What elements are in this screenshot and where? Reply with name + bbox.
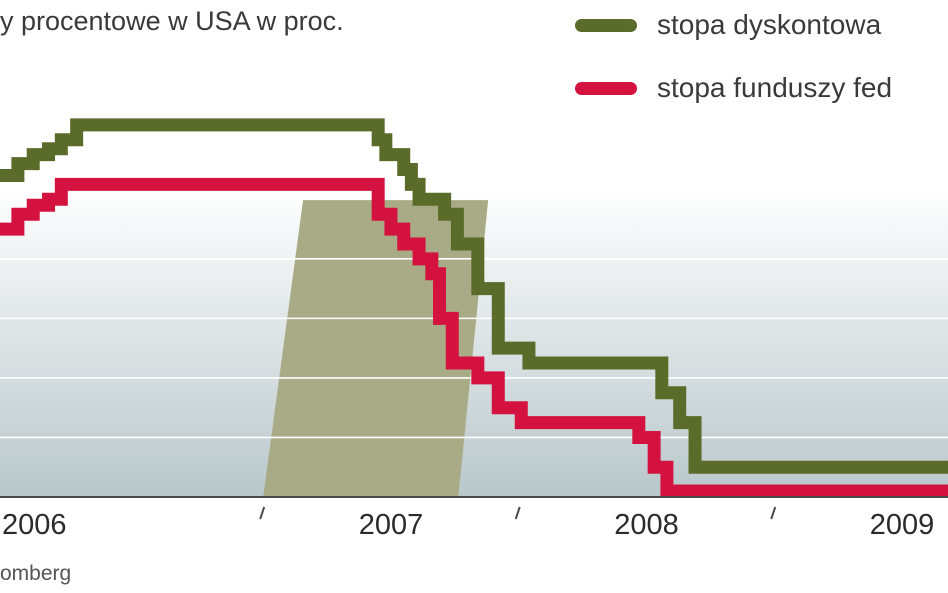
x-tick-label: 2007 (359, 509, 424, 541)
x-axis: 2006 2007 2008 2009 (0, 496, 948, 541)
series-line-fed (0, 177, 948, 498)
x-tick-label: 2006 (2, 509, 67, 541)
x-tick-label: 2009 (870, 509, 935, 541)
legend-swatch-fed (575, 81, 637, 95)
legend-item-fed: stopa funduszy fed (575, 68, 892, 108)
source-note: omberg (0, 562, 72, 585)
legend: stopa dyskontowa stopa funduszy fed (575, 0, 948, 110)
legend-item-discount: stopa dyskontowa (575, 5, 881, 45)
chart-title: y procentowe w USA w proc. (0, 6, 344, 36)
legend-label-discount: stopa dyskontowa (657, 9, 882, 40)
legend-swatch-discount (575, 18, 637, 32)
x-tick-label: 2008 (614, 509, 679, 541)
legend-label-fed: stopa funduszy fed (657, 72, 893, 103)
series-line-discount (0, 118, 948, 474)
x-tick-mark (259, 506, 266, 520)
x-tick-mark (514, 506, 521, 520)
x-tick-mark (770, 506, 777, 520)
series-lines (0, 118, 948, 498)
